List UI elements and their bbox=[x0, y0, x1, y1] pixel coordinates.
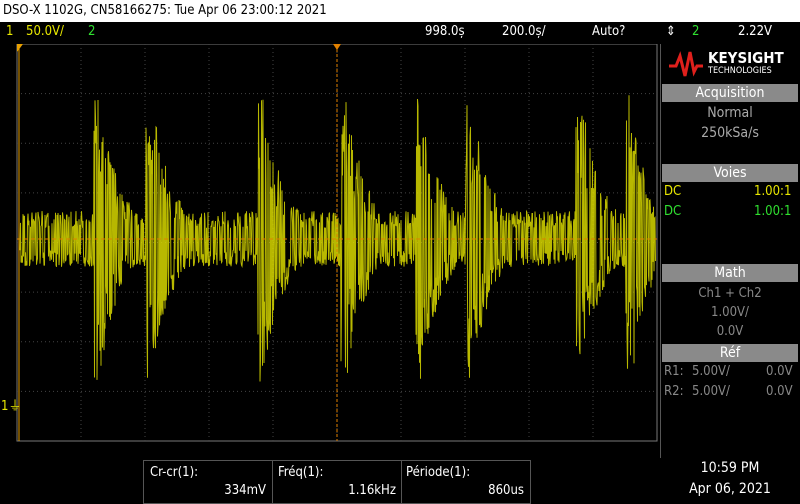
meas-3-value: 860us bbox=[488, 483, 524, 498]
ch1-ground-marker: 1⏚ bbox=[1, 399, 21, 414]
ch1-scale[interactable]: 50.0V/ bbox=[26, 24, 64, 39]
ref-header[interactable]: Réf bbox=[662, 344, 798, 362]
ch2-number[interactable]: 2 bbox=[88, 24, 96, 39]
timebase[interactable]: 200.0ș/ bbox=[502, 24, 546, 39]
trigger-source[interactable]: 2 bbox=[692, 24, 700, 39]
trigger-icon: ⇕ bbox=[666, 24, 676, 39]
ch1-number[interactable]: 1 bbox=[6, 24, 14, 39]
graticule: 1⏚ bbox=[1, 44, 658, 442]
title: DSO-X 1102G, CN58166275: Tue Apr 06 23:0… bbox=[3, 3, 327, 18]
r1-scale: 5.00V/ bbox=[692, 364, 730, 379]
clock-time: 10:59 PM bbox=[700, 460, 760, 476]
ch2-coupling: DC bbox=[664, 204, 682, 219]
math-func: Ch1 + Ch2 bbox=[698, 286, 762, 301]
acquisition-header[interactable]: Acquisition bbox=[662, 84, 798, 102]
ch1-coupling: DC bbox=[664, 184, 682, 199]
ch1-probe: 1.00:1 bbox=[754, 184, 792, 199]
r2-label: R2: bbox=[664, 384, 684, 399]
side-panel bbox=[660, 44, 800, 458]
logo-icon bbox=[669, 51, 703, 77]
math-header[interactable]: Math bbox=[662, 264, 798, 282]
delay[interactable]: 998.0ș bbox=[425, 24, 465, 39]
trigger-marker bbox=[333, 44, 341, 50]
ch2-probe: 1.00:1 bbox=[754, 204, 792, 219]
brand-name: KEYSIGHT bbox=[708, 49, 784, 67]
title-bar bbox=[0, 0, 800, 22]
clock-date: Apr 06, 2021 bbox=[689, 481, 771, 497]
waveform bbox=[19, 95, 656, 382]
math-offset: 0.0V bbox=[716, 324, 744, 339]
r1-offset: 0.0V bbox=[766, 364, 793, 379]
acq-rate: 250kSa/s bbox=[701, 125, 759, 141]
trigger-level[interactable]: 2.22V bbox=[738, 24, 773, 39]
trigger-mode[interactable]: Auto? bbox=[592, 24, 626, 39]
meas-1-value: 334mV bbox=[224, 483, 266, 498]
channels-header[interactable]: Voies bbox=[662, 164, 798, 182]
brand-sub: TECHNOLOGIES bbox=[708, 66, 772, 76]
r1-label: R1: bbox=[664, 364, 684, 379]
meas-2-value: 1.16kHz bbox=[348, 483, 396, 498]
r2-scale: 5.00V/ bbox=[692, 384, 730, 399]
meas-2-label: Fréq(1): bbox=[278, 465, 324, 480]
r2-offset: 0.0V bbox=[766, 384, 793, 399]
meas-1-label: Cr-cr(1): bbox=[150, 465, 199, 480]
meas-3-label: Période(1): bbox=[406, 465, 471, 480]
acq-mode: Normal bbox=[707, 105, 753, 121]
math-scale: 1.00V/ bbox=[711, 305, 749, 320]
